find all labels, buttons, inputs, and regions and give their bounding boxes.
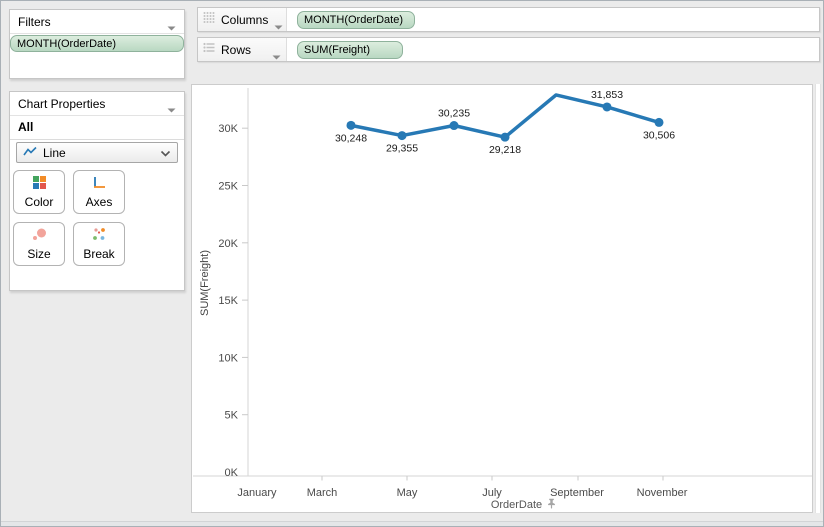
chart-properties-panel: Chart Properties All Line: [9, 91, 185, 291]
data-point[interactable]: [346, 120, 356, 130]
axes-button[interactable]: Axes: [73, 170, 125, 214]
size-button[interactable]: Size: [13, 222, 65, 266]
filter-pill-month-orderdate[interactable]: MONTH(OrderDate): [10, 35, 184, 52]
line-chart-icon: [23, 146, 37, 160]
chevron-down-icon: [160, 146, 171, 160]
filters-panel: Filters MONTH(OrderDate): [9, 9, 185, 79]
window-bottom-edge: [1, 521, 823, 526]
color-button[interactable]: Color: [13, 170, 65, 214]
rows-shelf[interactable]: Rows SUM(Freight): [197, 37, 820, 62]
y-tick-label: 10K: [218, 352, 238, 364]
pin-icon[interactable]: [546, 498, 557, 512]
break-dots-icon: [91, 227, 107, 245]
data-point[interactable]: [500, 132, 510, 142]
x-axis-title: OrderDate: [490, 499, 543, 511]
scope-row-all[interactable]: All: [10, 116, 184, 140]
rows-lines-icon: [203, 41, 215, 59]
data-point[interactable]: [397, 131, 407, 141]
size-button-label: Size: [27, 247, 51, 261]
columns-shelf-label-area: Columns: [198, 8, 287, 31]
y-tick-label: 5K: [225, 410, 239, 422]
x-tick-label: May: [397, 487, 418, 499]
chart-properties-title: Chart Properties: [18, 97, 106, 111]
columns-shelf-title: Columns: [221, 12, 269, 27]
data-point-label: 31,853: [591, 89, 623, 101]
property-buttons: Color Axes: [13, 170, 183, 266]
color-button-label: Color: [24, 195, 54, 209]
data-point-label: 30,248: [335, 132, 367, 144]
x-axis-caption: OrderDate: [464, 498, 584, 512]
break-button-label: Break: [83, 247, 115, 261]
data-point[interactable]: [654, 117, 664, 127]
filters-panel-title: Filters: [18, 15, 51, 29]
y-tick-label: 25K: [218, 181, 238, 193]
x-tick-label: September: [550, 487, 604, 499]
data-point[interactable]: [602, 102, 612, 112]
columns-grid-icon: [203, 11, 215, 29]
data-point-label: 29,218: [489, 144, 521, 156]
x-tick-label: July: [482, 487, 502, 499]
y-tick-label: 15K: [218, 295, 238, 307]
rows-shelf-label-area: Rows: [198, 38, 287, 61]
data-point-label: 30,506: [643, 129, 675, 141]
axes-button-label: Axes: [85, 195, 113, 209]
y-tick-label: 20K: [218, 238, 238, 250]
freight-line-chart[interactable]: 0K 5K 10K 15K 20K 25K 30K January March May July Se…: [192, 85, 812, 512]
collapse-chevron-icon[interactable]: [167, 102, 176, 112]
rows-dropdown-icon[interactable]: [272, 47, 281, 60]
columns-pill-month-orderdate[interactable]: MONTH(OrderDate): [297, 10, 415, 29]
columns-shelf[interactable]: Columns MONTH(OrderDate): [197, 7, 820, 32]
columns-pill-area: MONTH(OrderDate): [287, 10, 819, 29]
chart-canvas: SUM(Freight) 0K 5K 10K 15K 20K 25K 30K January M…: [191, 84, 813, 513]
chart-properties-header[interactable]: Chart Properties: [10, 92, 184, 116]
chart-type-dropdown[interactable]: Line: [16, 142, 178, 163]
rows-pill-sum-freight[interactable]: SUM(Freight): [297, 40, 403, 59]
y-tick-label: 0K: [225, 467, 239, 479]
columns-dropdown-icon[interactable]: [274, 17, 283, 30]
chart-type-value: Line: [43, 145, 66, 160]
rows-pill-area: SUM(Freight): [287, 40, 819, 59]
collapse-chevron-icon[interactable]: [167, 20, 176, 30]
rows-shelf-title: Rows: [221, 42, 252, 57]
series-line[interactable]: [349, 93, 661, 139]
size-dots-icon: [31, 227, 47, 245]
data-point[interactable]: [449, 121, 459, 131]
break-button[interactable]: Break: [73, 222, 125, 266]
y-tick-label: 30K: [218, 123, 238, 135]
color-swatches-icon: [32, 175, 47, 193]
x-tick-label: January: [237, 487, 277, 499]
x-tick-label: November: [637, 487, 688, 499]
filters-panel-header[interactable]: Filters: [10, 10, 184, 34]
data-point-label: 29,355: [386, 143, 418, 155]
x-tick-label: March: [307, 487, 338, 499]
data-point-label: 30,235: [438, 108, 470, 120]
vertical-scrollbar[interactable]: [815, 84, 821, 513]
axes-icon: [91, 175, 107, 193]
